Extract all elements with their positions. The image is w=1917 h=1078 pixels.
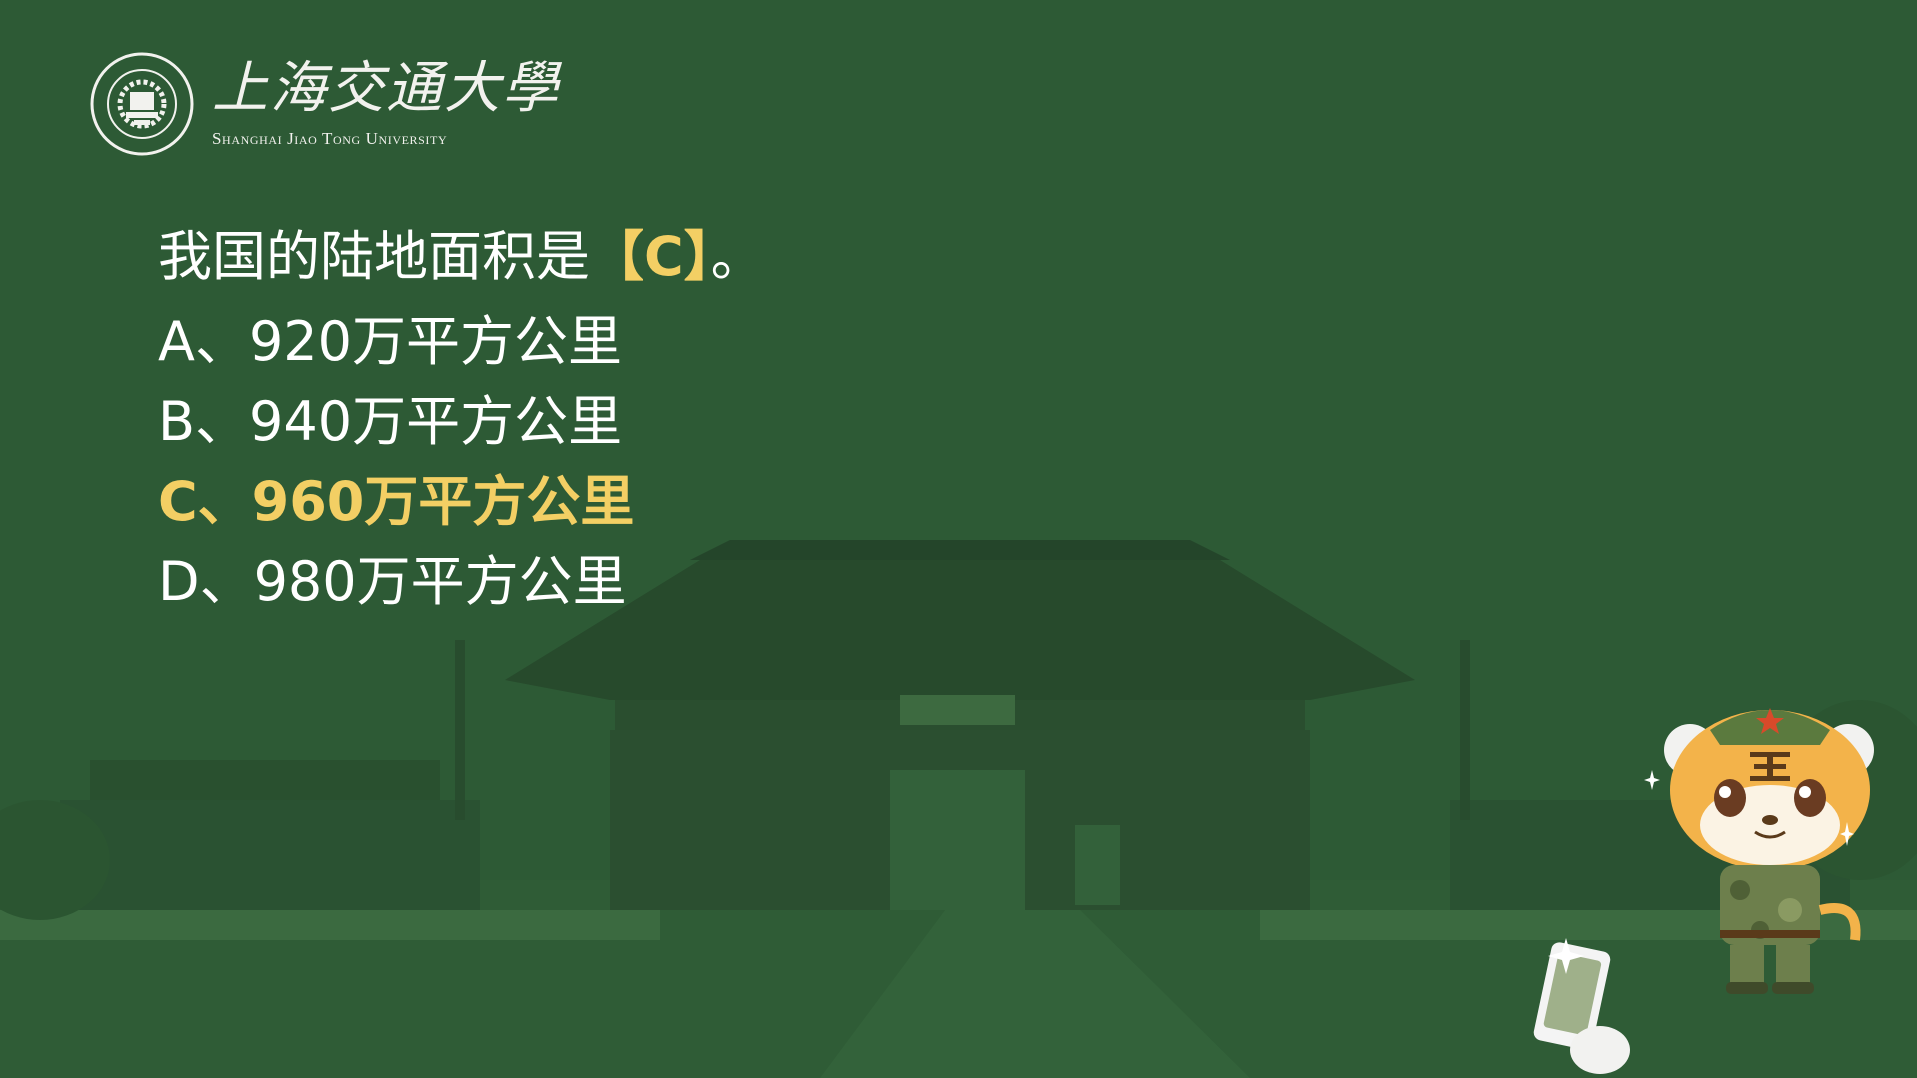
question-ending: 。: [710, 225, 765, 288]
options-list: A、920万平方公里 B、940万平方公里 C、960万平方公里 D、980万平…: [158, 302, 634, 622]
sjtu-seal-icon: [90, 52, 194, 156]
option-c: C、960万平方公里: [158, 470, 635, 533]
sparkle-icon: [1644, 770, 1660, 790]
university-logo: 上海交通大學 Shanghai Jiao Tong University: [90, 52, 560, 156]
option-a: A、920万平方公里: [158, 310, 623, 373]
logo-chinese-name: 上海交通大學: [212, 56, 560, 121]
phone-icon: [1533, 942, 1630, 1074]
answer-mark: 【C】: [590, 225, 711, 288]
sparkle-icon: [1548, 938, 1584, 974]
tiger-mascot-icon: [1664, 708, 1874, 994]
option-b: B、940万平方公里: [158, 390, 623, 453]
logo-english-name: Shanghai Jiao Tong University: [212, 129, 448, 148]
sparkle-icon: [1840, 822, 1854, 846]
option-d: D、980万平方公里: [158, 550, 627, 613]
question-stem: 我国的陆地面积是: [158, 225, 590, 288]
question-text: 我国的陆地面积是【C】。: [158, 224, 765, 290]
